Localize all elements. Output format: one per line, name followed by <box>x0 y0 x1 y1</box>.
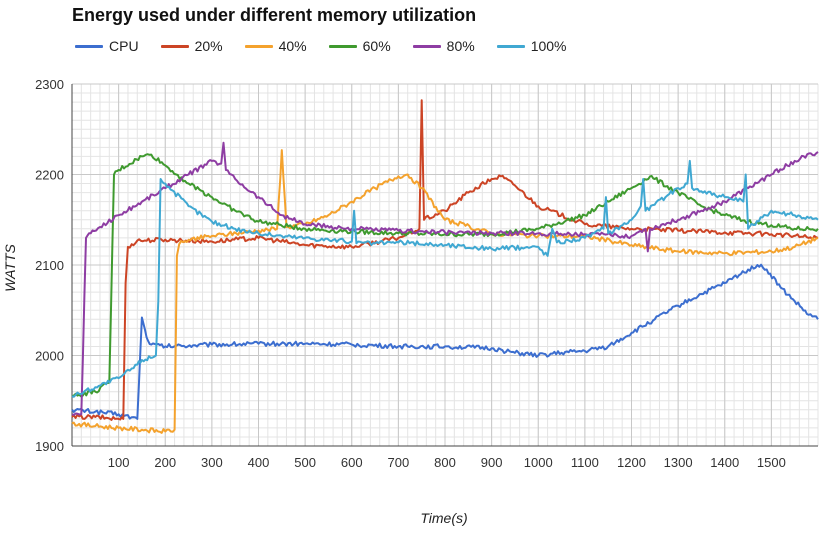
x-tick-label: 1300 <box>664 455 693 470</box>
series-line-100pct <box>71 159 819 398</box>
x-tick-label: 500 <box>294 455 316 470</box>
series-line-60pct <box>71 153 819 398</box>
legend-label: 60% <box>362 38 391 54</box>
x-tick-label: 1500 <box>757 455 786 470</box>
axes: 100 200 300 400 500 600 700 800 900 1000 1100 1200 1… <box>35 77 818 470</box>
x-tick-label: 400 <box>248 455 270 470</box>
x-tick-label: 300 <box>201 455 223 470</box>
x-tick-label: 800 <box>434 455 456 470</box>
x-tick-label: 1100 <box>571 455 599 470</box>
x-tick-label: 100 <box>108 455 130 470</box>
legend-label: 80% <box>446 38 475 54</box>
chart-title: Energy used under different memory utili… <box>72 5 477 25</box>
legend-swatch <box>75 44 103 48</box>
legend-item: 80% <box>412 38 475 54</box>
x-axis-title: Time(s) <box>420 510 467 526</box>
legend-label: 40% <box>278 38 307 54</box>
legend-swatch <box>328 44 357 48</box>
y-tick-label: 2200 <box>35 168 64 183</box>
y-tick-label: 2100 <box>35 258 64 273</box>
legend-item: 20% <box>160 38 223 54</box>
y-axis-title: WATTS <box>2 243 18 291</box>
series-line-80pct <box>71 141 819 416</box>
x-tick-label: 1000 <box>524 455 553 470</box>
x-tick-label: 1200 <box>617 455 646 470</box>
legend: CPU 20% 40% 60% 80% 100% <box>75 35 589 57</box>
x-tick-label: 600 <box>341 455 363 470</box>
legend-swatch <box>412 44 441 48</box>
legend-item: 60% <box>328 38 391 54</box>
legend-label: 20% <box>194 38 223 54</box>
y-tick-label: 2000 <box>35 349 64 364</box>
legend-item: 40% <box>244 38 307 54</box>
series-line-cpu <box>71 263 819 420</box>
legend-swatch <box>496 44 525 48</box>
legend-label: CPU <box>109 38 139 54</box>
series-line-20pct <box>71 99 819 421</box>
legend-item: CPU <box>75 38 139 54</box>
legend-label: 100% <box>530 38 567 54</box>
y-tick-label: 2300 <box>35 77 64 92</box>
x-tick-label: 900 <box>481 455 503 470</box>
x-tick-label: 700 <box>388 455 410 470</box>
legend-item: 100% <box>496 38 567 54</box>
legend-swatch <box>160 44 189 48</box>
series-line-40pct <box>71 149 819 434</box>
x-tick-label: 200 <box>154 455 176 470</box>
grid <box>71 83 819 447</box>
series-lines <box>71 99 819 434</box>
x-tick-label: 1400 <box>710 455 739 470</box>
y-tick-label: 1900 <box>35 439 64 454</box>
legend-swatch <box>244 44 273 48</box>
